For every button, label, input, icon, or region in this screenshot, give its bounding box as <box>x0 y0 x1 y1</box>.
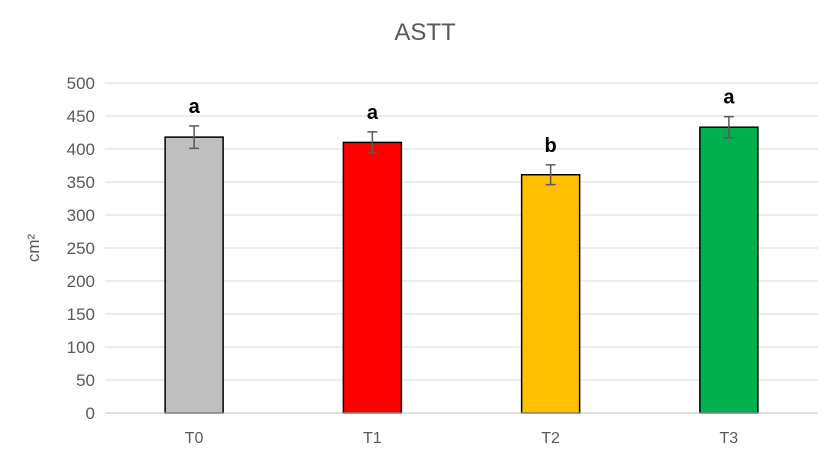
y-tick-label: 450 <box>67 107 95 126</box>
chart-title: ASTT <box>394 19 456 46</box>
bar-t1 <box>342 141 403 414</box>
y-tick-label: 300 <box>67 206 95 225</box>
error-bar-t2 <box>545 164 556 186</box>
error-bar-t1 <box>367 131 378 154</box>
y-tick-label: 200 <box>67 272 95 291</box>
x-tick-label: T1 <box>363 430 382 447</box>
y-tick-label: 0 <box>86 404 95 423</box>
bar-t3 <box>699 126 759 414</box>
x-tick-label: T0 <box>185 430 204 447</box>
significance-label: a <box>723 87 735 109</box>
error-bar-t3 <box>723 115 734 139</box>
y-tick-label: 50 <box>76 371 95 390</box>
y-axis-ticks: 0 50 100 150 200 250 300 350 400 450 500 <box>67 74 95 423</box>
bar-t2 <box>520 173 581 414</box>
error-bar-t0 <box>189 125 200 150</box>
y-tick-label: 150 <box>67 305 95 324</box>
significance-label: b <box>545 135 557 157</box>
y-tick-label: 400 <box>67 140 95 159</box>
y-tick-label: 350 <box>67 173 95 192</box>
bars: a a b a <box>164 87 759 414</box>
bar-t0 <box>164 136 224 414</box>
y-tick-label: 500 <box>67 74 95 93</box>
x-tick-label: T2 <box>541 430 560 447</box>
x-tick-label: T3 <box>720 430 739 447</box>
y-tick-label: 100 <box>67 338 95 357</box>
y-tick-label: 250 <box>67 239 95 258</box>
y-axis-label: cm² <box>24 234 43 263</box>
significance-label: a <box>367 102 379 124</box>
x-axis-ticks: T0 T1 T2 T3 <box>185 430 739 447</box>
significance-label: a <box>189 96 201 118</box>
